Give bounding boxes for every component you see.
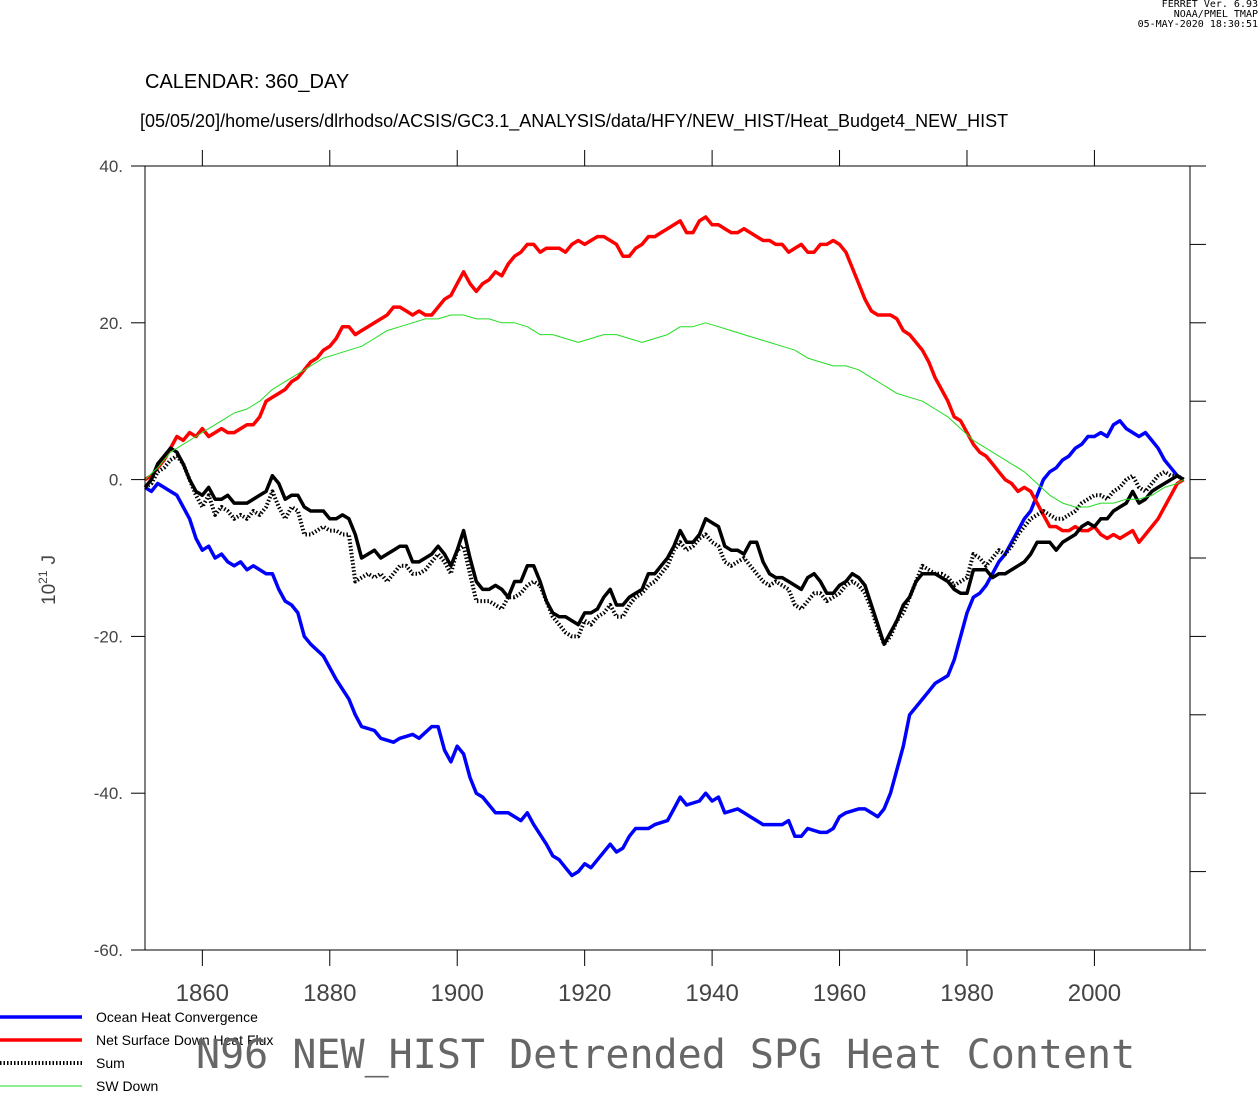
legend-label: SW Down [96, 1078, 158, 1093]
axis-ticks [131, 150, 1206, 966]
series-lines [143, 215, 1185, 878]
y-tick-label: 40. [99, 157, 123, 176]
plot-frame [144, 165, 1191, 951]
x-tick-label: 1940 [685, 980, 738, 1007]
file-path-label: [05/05/20]/home/users/dlrhodso/ACSIS/GC3… [140, 111, 1008, 132]
ferret-date: 05-MAY-2020 18:30:51 [1137, 19, 1258, 30]
y-tick-label: -40. [94, 784, 123, 803]
series-line [143, 454, 1185, 647]
x-tick-label: 1900 [431, 980, 484, 1007]
x-tick-label: 1920 [558, 980, 611, 1007]
y-axis-label: 1021 J [36, 555, 60, 605]
y-tick-label: -20. [94, 627, 123, 646]
x-tick-label: 1860 [176, 980, 229, 1007]
y-tick-label: 20. [99, 314, 123, 333]
ferret-version: FERRET Ver. 6.93 [1161, 0, 1258, 10]
y-axis-label-unit: J [39, 555, 60, 565]
series-line [144, 419, 1185, 878]
series-line [143, 446, 1185, 646]
ferret-stamp: FERRET Ver. 6.93 NOAA/PMEL TMAP 05-MAY-2… [1138, 0, 1258, 30]
x-tick-labels: 1860 1880 1900 1920 1940 1960 1980 2000 [176, 980, 1121, 1007]
y-tick-label: 0. [109, 471, 123, 490]
chart-title: N96 NEW_HIST Detrended SPG Heat Content [196, 1032, 1135, 1078]
legend: Ocean Heat Convergence Net Surface Down H… [0, 1009, 273, 1093]
y-axis-label-exponent: 21 [36, 570, 50, 584]
y-tick-labels: 40. 20. 0. -20. -40. -60. [94, 157, 123, 960]
series-line [144, 215, 1185, 545]
x-tick-label: 1980 [940, 980, 993, 1007]
legend-label: Ocean Heat Convergence [96, 1009, 258, 1025]
ferret-org: NOAA/PMEL TMAP [1173, 9, 1258, 20]
y-axis-label-base: 10 [39, 584, 60, 605]
x-tick-label: 1880 [303, 980, 356, 1007]
y-tick-label: -60. [94, 941, 123, 960]
x-tick-label: 1960 [813, 980, 866, 1007]
legend-label: Sum [96, 1055, 125, 1071]
legend-label: Net Surface Down Heat Flux [96, 1032, 273, 1048]
x-tick-label: 2000 [1068, 980, 1121, 1007]
calendar-label: CALENDAR: 360_DAY [145, 71, 349, 93]
series-line [144, 314, 1184, 508]
